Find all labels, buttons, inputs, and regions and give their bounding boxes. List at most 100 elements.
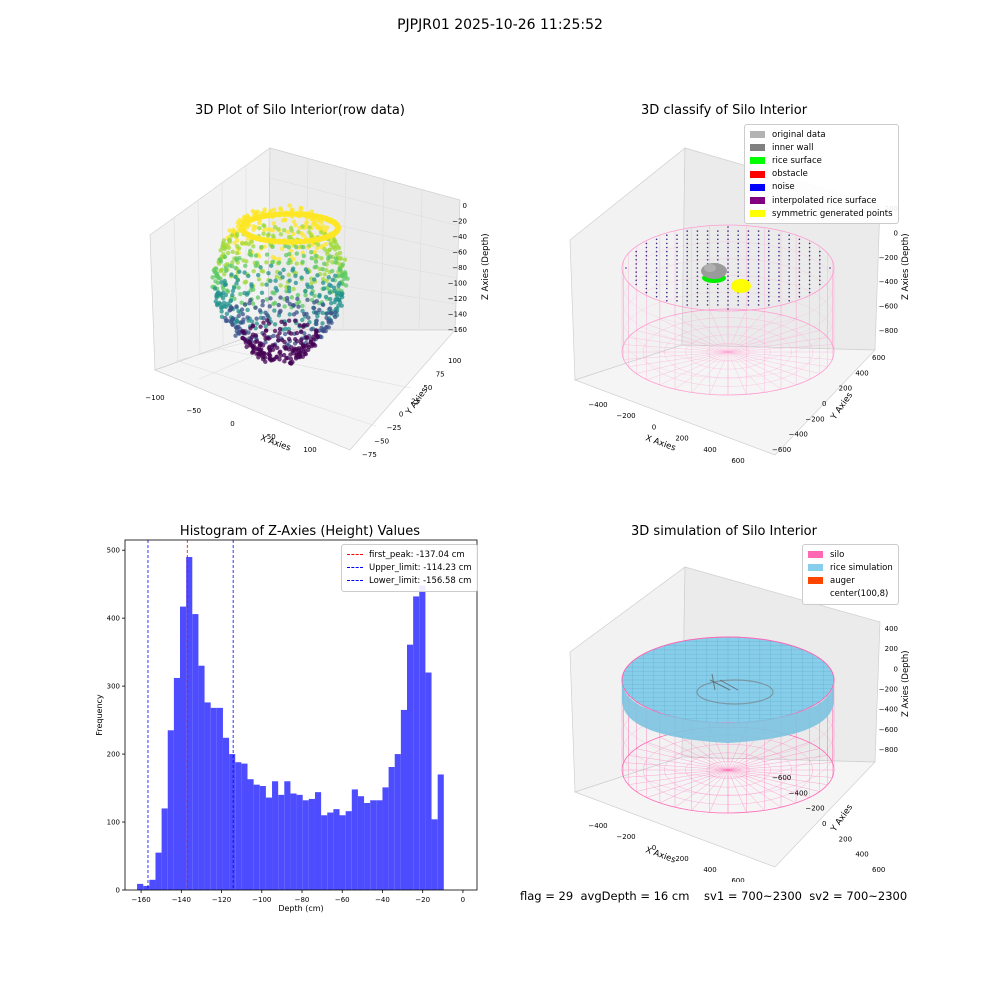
histogram-bar [339,815,346,890]
legend-label: rice simulation [830,562,893,573]
panel1-title: 3D Plot of Silo Interior(row data) [195,103,405,118]
x-tick-label: −60 [335,896,350,904]
histogram-bar [167,730,174,890]
y-tick-label: 200 [107,751,120,759]
histogram-bar [302,800,309,890]
histogram-bar [272,781,279,890]
y-tick-label: 75 [436,370,445,378]
panel2-xlabel: X Axies [644,433,677,453]
histogram-bar [382,787,389,890]
panel2-symmetric-points [731,279,751,293]
histogram-title: Histogram of Z-Axies (Height) Values [179,524,421,539]
x-tick-label: −50 [186,407,201,415]
histogram-ylabel: Frequency [95,694,104,736]
histogram-bar [143,885,150,890]
legend-label: obstacle [772,169,808,180]
y-tick-label: 500 [107,547,120,555]
histogram-bar [290,793,297,890]
legend-entry: rice surface [750,154,893,167]
histogram-bar [364,803,371,890]
x-tick-label: 0 [461,896,465,904]
x-tick-label: −200 [616,833,635,841]
legend-entry: rice simulation [808,561,893,574]
y-tick-label: 100 [107,819,120,827]
legend-entry: Lower_limit: -156.58 cm [347,574,472,587]
panel2-ylabel: Y Axies [829,390,856,422]
histogram-bar [321,815,328,890]
z-tick-label: 0 [894,665,898,673]
legend-label: interpolated rice surface [772,195,877,206]
legend-line-swatch [347,554,363,556]
y-tick-label: −400 [789,431,808,439]
panel1-zlabel: Z Axies (Depth) [481,233,491,300]
histogram-bar [173,677,181,890]
y-tick-label: −25 [387,424,402,432]
histogram-bar [400,709,408,890]
legend-label: auger [830,575,855,586]
y-tick-label: 25 [411,397,420,405]
histogram-bar [222,737,230,890]
histogram-bar [308,798,315,890]
histogram-xlabel: Depth (cm) [278,904,323,913]
legend-label: noise [772,182,795,193]
x-tick-label: −100 [145,394,164,402]
histogram-bar [437,774,444,890]
x-tick-label: −400 [588,822,607,830]
histogram-bar [235,762,242,890]
legend-label: inner wall [772,142,814,153]
panel2-title: 3D classify of Silo Interior [640,103,808,118]
z-tick-label: −160 [448,326,467,334]
histogram-bar [388,766,395,890]
histogram-bar [407,644,414,890]
panel2-silo-wireframe [621,224,835,396]
histogram-chart: −160 −140 −120 −100 −80 −60 −40 −20 0 0 100 200 300… [95,539,478,913]
y-tick-label: −200 [805,415,824,423]
y-tick-label: 300 [107,683,120,691]
histogram-bar [278,794,285,890]
histogram-bar [345,811,352,890]
panel4-rice-simulation [621,636,835,743]
panel2-interpolated-points [625,226,831,310]
histogram-bar [247,779,254,890]
legend-label: symmetric generated points [772,208,893,219]
panel2-zlabel: Z Axies (Depth) [901,233,911,300]
histogram-bar [419,585,426,890]
histogram-frame [124,539,478,891]
z-tick-label: −200 [879,254,898,262]
histogram-bar [204,702,211,890]
panel4-zlabel: Z Axies (Depth) [901,650,911,717]
y-tick-label: 200 [839,385,852,393]
y-tick-label: 50 [423,384,432,392]
histogram-bar [394,754,401,890]
y-tick-label: 400 [855,369,868,377]
status-footer: flag = 29 avgDepth = 16 cm sv1 = 700~230… [520,889,908,903]
x-tick-label: 600 [731,877,744,882]
histogram-reference-lines [147,540,234,890]
z-tick-label: 200 [885,645,898,653]
histogram-bar [137,883,144,890]
legend-entry: interpolated rice surface [750,194,893,207]
legend-entry: center(100,8) [808,588,893,601]
legend-entry: first_peak: -137.04 cm [347,548,472,561]
y-tick-label: −50 [374,438,389,446]
histogram-bar [180,606,187,890]
histogram-bar [351,789,358,890]
legend-entry: silo [808,548,893,561]
histogram-bar [229,754,236,890]
legend-swatch [750,197,765,205]
panel4-3d-plot: X Axies Y Axies Z Axies (Depth) −400 −200… [569,566,911,882]
x-tick-label: −120 [212,896,231,904]
histogram-bar [253,784,260,890]
y-tick-label: 0 [822,820,826,828]
x-tick-label: 600 [731,457,744,465]
histogram-bar [376,800,383,890]
legend-entry: auger [808,574,893,587]
x-tick-label: −200 [616,412,635,420]
panel4-legend: silo rice simulation auger center(100,8) [802,544,899,605]
x-tick-label: −140 [172,896,191,904]
legend-label: original data [772,129,826,140]
histogram-bar [161,808,168,890]
z-tick-label: −100 [448,280,467,288]
legend-swatch [750,131,765,139]
figure-title: PJPJR01 2025-10-26 11:25:52 [397,17,603,33]
